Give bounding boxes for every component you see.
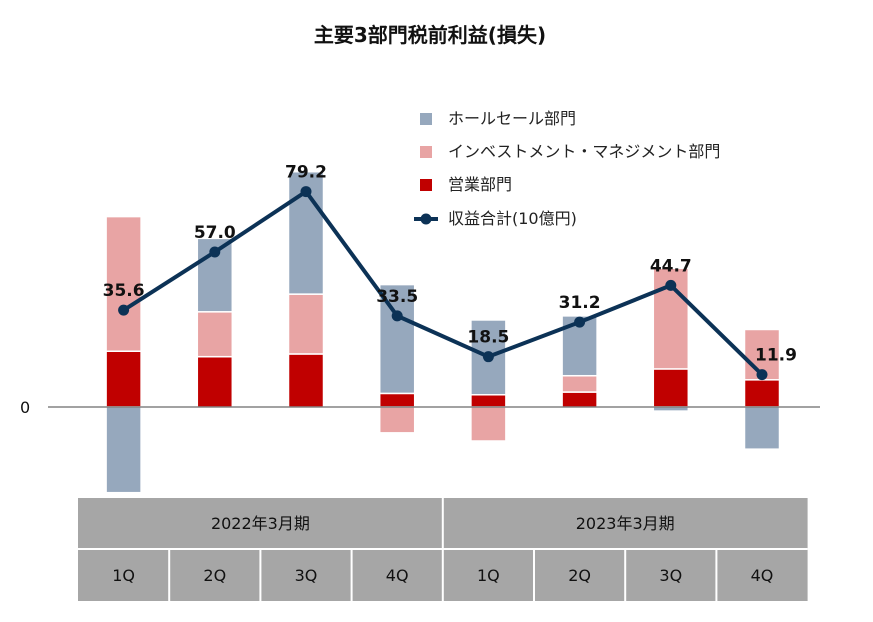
bar-segment	[378, 406, 416, 434]
category-tick-label: 2Q	[203, 566, 226, 585]
data-label: 57.0	[194, 223, 236, 243]
bar-segment	[105, 350, 142, 408]
line-marker	[118, 304, 130, 316]
bar-segment	[287, 293, 325, 355]
bar-segment	[743, 406, 781, 450]
bar-segment	[470, 406, 507, 442]
bar-segment	[743, 379, 781, 408]
category-tick-label: 4Q	[751, 566, 774, 585]
category-tick-label: 1Q	[112, 566, 135, 585]
legend-line-marker	[420, 213, 432, 225]
bar-segment	[652, 406, 690, 412]
data-label: 33.5	[376, 287, 418, 307]
legend-swatch	[420, 113, 432, 125]
line-marker	[756, 369, 768, 381]
period-label: 2023年3月期	[576, 514, 675, 533]
bar-segment	[196, 355, 234, 408]
bar-segment	[652, 368, 690, 408]
bar-segment	[196, 311, 234, 358]
bar-segment	[287, 353, 325, 408]
legend-swatch	[420, 146, 432, 158]
category-tick-label: 1Q	[477, 566, 500, 585]
data-label: 35.6	[103, 281, 145, 301]
data-label-layer: 35.6 57.0 79.2 33.5 18.5 31.2 44.7 11.9	[103, 163, 797, 366]
period-label: 2022年3月期	[211, 514, 310, 533]
category-tick-label: 4Q	[386, 566, 409, 585]
legend-label: インベストメント・マネジメント部門	[448, 142, 720, 161]
data-label: 79.2	[285, 163, 327, 183]
bar-segment	[470, 394, 507, 408]
chart-title: 主要3部門税前利益(損失)	[314, 23, 546, 47]
legend-label: 営業部門	[448, 175, 512, 194]
line-marker	[391, 310, 403, 322]
category-tick-label: 2Q	[568, 566, 591, 585]
data-label: 44.7	[650, 256, 692, 276]
y-axis-zero-label: 0	[20, 398, 30, 417]
line-marker	[482, 351, 494, 363]
total-line	[122, 189, 764, 377]
bar-segment	[561, 374, 598, 393]
bar-layer	[105, 170, 781, 494]
legend-swatch	[420, 179, 432, 191]
data-label: 31.2	[559, 293, 601, 313]
legend-label: ホールセール部門	[448, 109, 576, 128]
category-tick-label: 3Q	[295, 566, 318, 585]
bar-segment	[561, 391, 598, 408]
data-label: 11.9	[755, 346, 797, 366]
bar-segment	[378, 392, 416, 408]
line-marker	[209, 246, 221, 258]
data-label: 18.5	[467, 328, 509, 348]
category-tick-label: 3Q	[659, 566, 682, 585]
bar-segment	[105, 215, 142, 352]
line-marker	[665, 279, 677, 291]
line-marker	[300, 186, 312, 198]
line-marker	[574, 316, 586, 328]
category-axis-table: 2022年3月期 2023年3月期 1Q 2Q 3Q 4Q 1Q 2Q 3Q 4Q	[78, 498, 808, 601]
legend-label: 収益合計(10億円)	[448, 209, 577, 228]
total-line-layer	[118, 186, 768, 381]
bar-segment	[105, 406, 142, 494]
